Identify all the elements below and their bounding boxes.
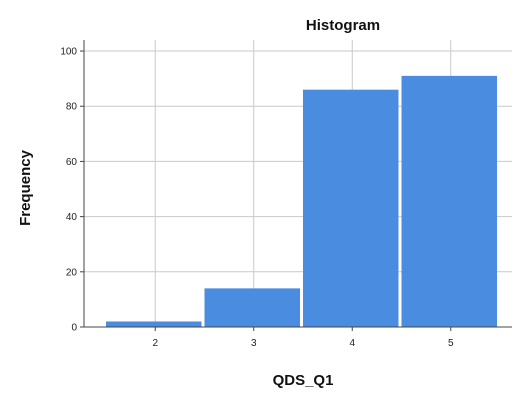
bar-5 (401, 75, 497, 327)
y-tick-label: 100 (60, 47, 77, 58)
bar-4 (303, 89, 399, 327)
y-tick-label: 20 (66, 267, 78, 278)
y-axis-ticks: 0 20 40 60 80 100 (60, 47, 84, 334)
y-tick-label: 40 (66, 212, 78, 223)
y-tick-label: 0 (71, 323, 77, 334)
bar-2 (106, 321, 202, 327)
bar-3 (204, 288, 300, 327)
chart-title: Histogram (306, 17, 380, 34)
x-tick-label: 3 (251, 338, 257, 349)
y-tick-label: 60 (66, 157, 78, 168)
y-axis-label: Frequency (17, 149, 34, 226)
x-tick-label: 5 (448, 338, 454, 349)
x-axis-ticks: 2 3 4 5 (152, 327, 454, 349)
x-tick-label: 2 (152, 338, 158, 349)
x-axis-label: QDS_Q1 (273, 372, 334, 389)
y-tick-label: 80 (66, 102, 78, 113)
bars (106, 75, 497, 327)
x-tick-label: 4 (349, 338, 355, 349)
